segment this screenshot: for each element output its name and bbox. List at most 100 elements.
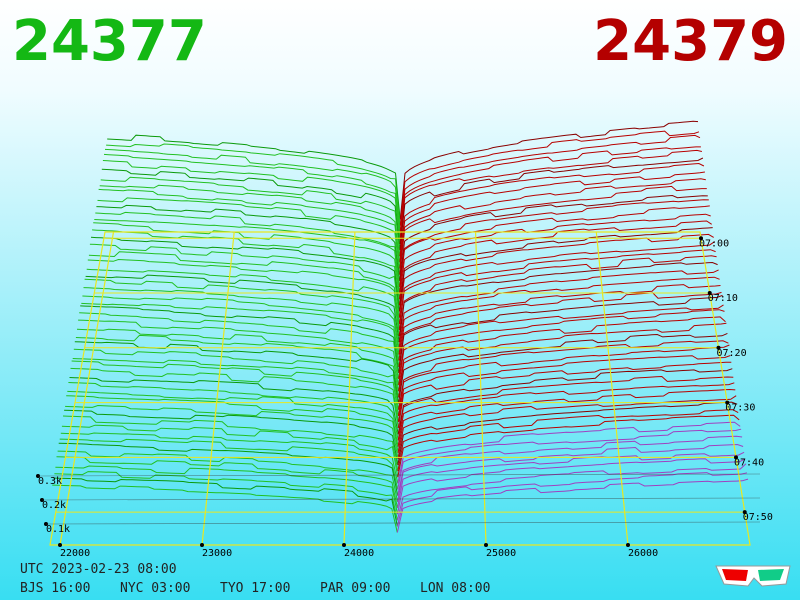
bid-depth-line	[59, 438, 399, 490]
bid-depth-line	[96, 204, 401, 281]
ask-depth-line	[398, 304, 724, 380]
price-tick	[342, 543, 346, 547]
ask-depth-line	[396, 472, 748, 527]
time-tick	[742, 510, 747, 515]
time-label: 07:30	[725, 403, 755, 414]
ask-depth-line	[398, 220, 712, 306]
ask-depth-line	[398, 233, 714, 318]
bid-depth-line	[89, 243, 400, 318]
zone-time: TYO 17:00	[220, 581, 290, 596]
bid-depth-line	[82, 295, 400, 361]
ask-price: 24379	[593, 9, 788, 74]
depth-plot: 22000 23000 24000 25000 26000 07:00 07:10 07:20…	[36, 120, 773, 559]
bid-depth-line	[101, 168, 401, 251]
price-label: 22000	[60, 548, 90, 559]
time-tick	[716, 345, 721, 350]
ask-depth-line	[399, 162, 705, 257]
bid-depth-line	[81, 302, 400, 367]
bid-depth-line	[97, 197, 401, 275]
bid-depth-line	[70, 367, 399, 429]
bid-depth-line	[79, 312, 400, 380]
depth-label: 0.2k	[42, 500, 66, 511]
ask-depth-line	[397, 428, 742, 490]
ask-depth-line	[397, 451, 745, 508]
price-tick	[58, 543, 62, 547]
bid-depth-line	[75, 334, 400, 398]
price-tick	[626, 543, 630, 547]
bid-depth-line	[71, 360, 399, 423]
time-label: 07:00	[699, 238, 729, 249]
time-tick	[699, 236, 703, 241]
price-grid-line	[59, 231, 115, 546]
bid-depth-line	[69, 377, 399, 435]
ask-depth-line	[398, 255, 717, 337]
bid-depth-line	[74, 341, 399, 404]
bid-depth-line	[92, 229, 400, 306]
bid-depth-line	[106, 143, 401, 226]
ask-depth-line	[398, 340, 729, 410]
time-tick	[725, 400, 730, 405]
bid-depth-line	[55, 465, 398, 515]
zone-time: NYC 03:00	[120, 581, 190, 596]
price-grid-line	[595, 231, 629, 546]
ask-depth-line	[398, 284, 721, 361]
ask-depth-line	[397, 414, 740, 478]
ask-depth-line	[398, 294, 723, 373]
price-label: 26000	[628, 548, 658, 559]
ask-depth-line	[398, 269, 719, 349]
price-label: 23000	[202, 548, 232, 559]
ask-depth-line	[398, 227, 713, 312]
depth-grid-line	[37, 473, 761, 477]
ask-depth-line	[397, 421, 741, 484]
depth-label: 0.3k	[38, 476, 62, 487]
bid-depth-line	[53, 477, 398, 527]
bid-depth-line	[80, 305, 400, 373]
ask-depth-line	[399, 120, 699, 220]
bid-depth-line	[76, 328, 400, 392]
zone-time: LON 08:00	[420, 581, 490, 596]
ask-depth-line	[398, 249, 716, 331]
ask-depth-line	[399, 194, 708, 281]
ask-depth-line	[397, 355, 731, 423]
glasses-icon	[715, 565, 791, 587]
time-tick	[734, 455, 738, 460]
ask-depth-line	[398, 241, 715, 324]
bid-depth-line	[66, 395, 399, 453]
bid-depth-line	[72, 358, 399, 416]
price-grid-line	[343, 231, 356, 546]
time-tick	[707, 291, 712, 296]
ask-depth-line	[398, 261, 718, 343]
bid-depth-line	[58, 442, 399, 496]
ask-depth-line	[398, 332, 728, 404]
utc-time: UTC 2023-02-23 08:00	[20, 562, 177, 577]
bid-depth-line	[93, 222, 400, 300]
ask-depth-line	[398, 309, 725, 386]
ask-depth-line	[397, 401, 738, 466]
bid-depth-line	[95, 211, 401, 288]
bid-depth-line	[100, 176, 401, 257]
ask-depth-line	[397, 361, 732, 429]
ask-depth-line	[397, 388, 736, 453]
bid-depth-line	[68, 382, 399, 441]
bid-depth-line	[98, 188, 401, 269]
ask-depth-line	[397, 344, 730, 416]
ask-depth-line	[396, 478, 749, 533]
bid-depth-line	[104, 148, 401, 232]
bid-depth-line	[99, 184, 401, 263]
ask-depth-line	[399, 205, 710, 294]
bid-depth-line	[60, 432, 399, 484]
price-grid-line	[201, 231, 235, 546]
price-grid-line	[475, 231, 487, 546]
zone-time: BJS 16:00	[20, 581, 90, 596]
bid-depth-line	[78, 319, 400, 386]
price-tick	[484, 543, 488, 547]
bid-depth-line	[54, 471, 398, 521]
bid-depth-line	[62, 415, 399, 472]
time-label: 07:10	[708, 293, 738, 304]
time-label: 07:40	[734, 457, 764, 468]
price-tick	[200, 543, 204, 547]
ask-depth-line	[399, 134, 701, 232]
ask-depth-line	[399, 178, 706, 269]
ask-depth-line	[399, 146, 701, 238]
